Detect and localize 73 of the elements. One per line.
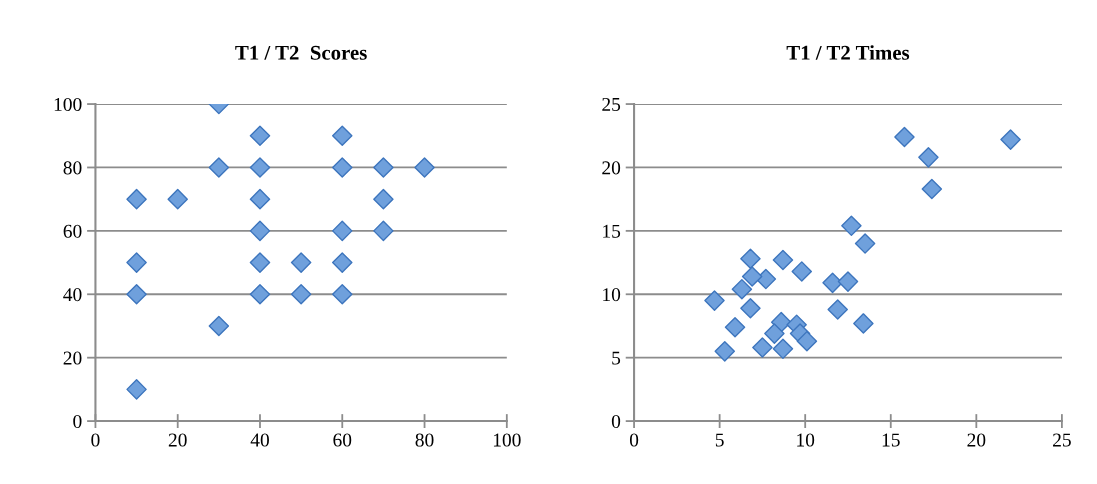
x-tick-label: 20 [168,433,187,447]
x-tick-label: 60 [333,433,352,447]
point [724,316,746,338]
point [841,215,862,237]
point [126,379,147,400]
point [331,284,353,305]
y-tick-label: 10 [603,288,621,302]
point [822,272,843,294]
point [126,252,147,273]
point [837,271,859,292]
point [918,147,939,168]
point [894,126,915,148]
point [208,157,230,178]
x-tick-label: 25 [1053,433,1071,447]
point [741,266,763,287]
point [249,284,271,305]
point [827,299,848,320]
y-tick-label: 5 [612,351,621,365]
point [331,125,353,147]
point [714,341,736,362]
point [167,188,188,210]
point [249,220,271,242]
point [290,284,312,305]
x-tick-label: 100 [493,433,521,447]
point [373,157,394,178]
y-tick-label: 40 [63,288,82,302]
y-tick-label: 15 [603,224,621,238]
point [1000,129,1021,150]
point [921,178,943,200]
x-tick-label: 10 [797,433,815,447]
chart-title: T1 / T2 Scores [235,45,367,60]
y-tick-label: 20 [602,161,621,175]
point [249,125,271,147]
point [796,330,818,352]
point [373,188,394,210]
point [208,315,230,337]
point [853,313,874,334]
y-tick-label: 100 [54,97,82,111]
point [373,220,394,242]
point [331,252,353,273]
point [740,297,761,319]
point [249,157,271,178]
x-tick-label: 0 [629,433,639,447]
point [249,188,271,210]
x-tick-label: 40 [250,433,269,447]
point [331,220,353,242]
x-tick-label: 0 [91,433,100,447]
point [772,338,794,360]
y-tick-label: 0 [611,414,621,429]
point [249,252,271,273]
y-tick-label: 80 [63,161,82,175]
point [740,248,761,270]
point [854,233,876,254]
chart-title: T1 / T2 Times [786,45,910,60]
point [704,290,725,311]
y-tick-label: 60 [63,224,82,238]
point [331,157,353,178]
x-tick-label: 5 [715,433,724,447]
point [414,157,435,178]
point [791,261,813,282]
point [290,252,312,273]
point [126,284,147,305]
y-tick-label: 25 [602,97,621,111]
point [752,337,773,358]
x-tick-label: 15 [882,433,900,447]
y-tick-label: 20 [63,351,82,365]
x-tick-label: 80 [415,433,434,447]
point [772,249,794,271]
y-tick-label: 0 [73,414,82,429]
point [731,278,753,300]
point [764,323,785,344]
x-tick-label: 20 [967,433,986,447]
point [126,188,147,210]
